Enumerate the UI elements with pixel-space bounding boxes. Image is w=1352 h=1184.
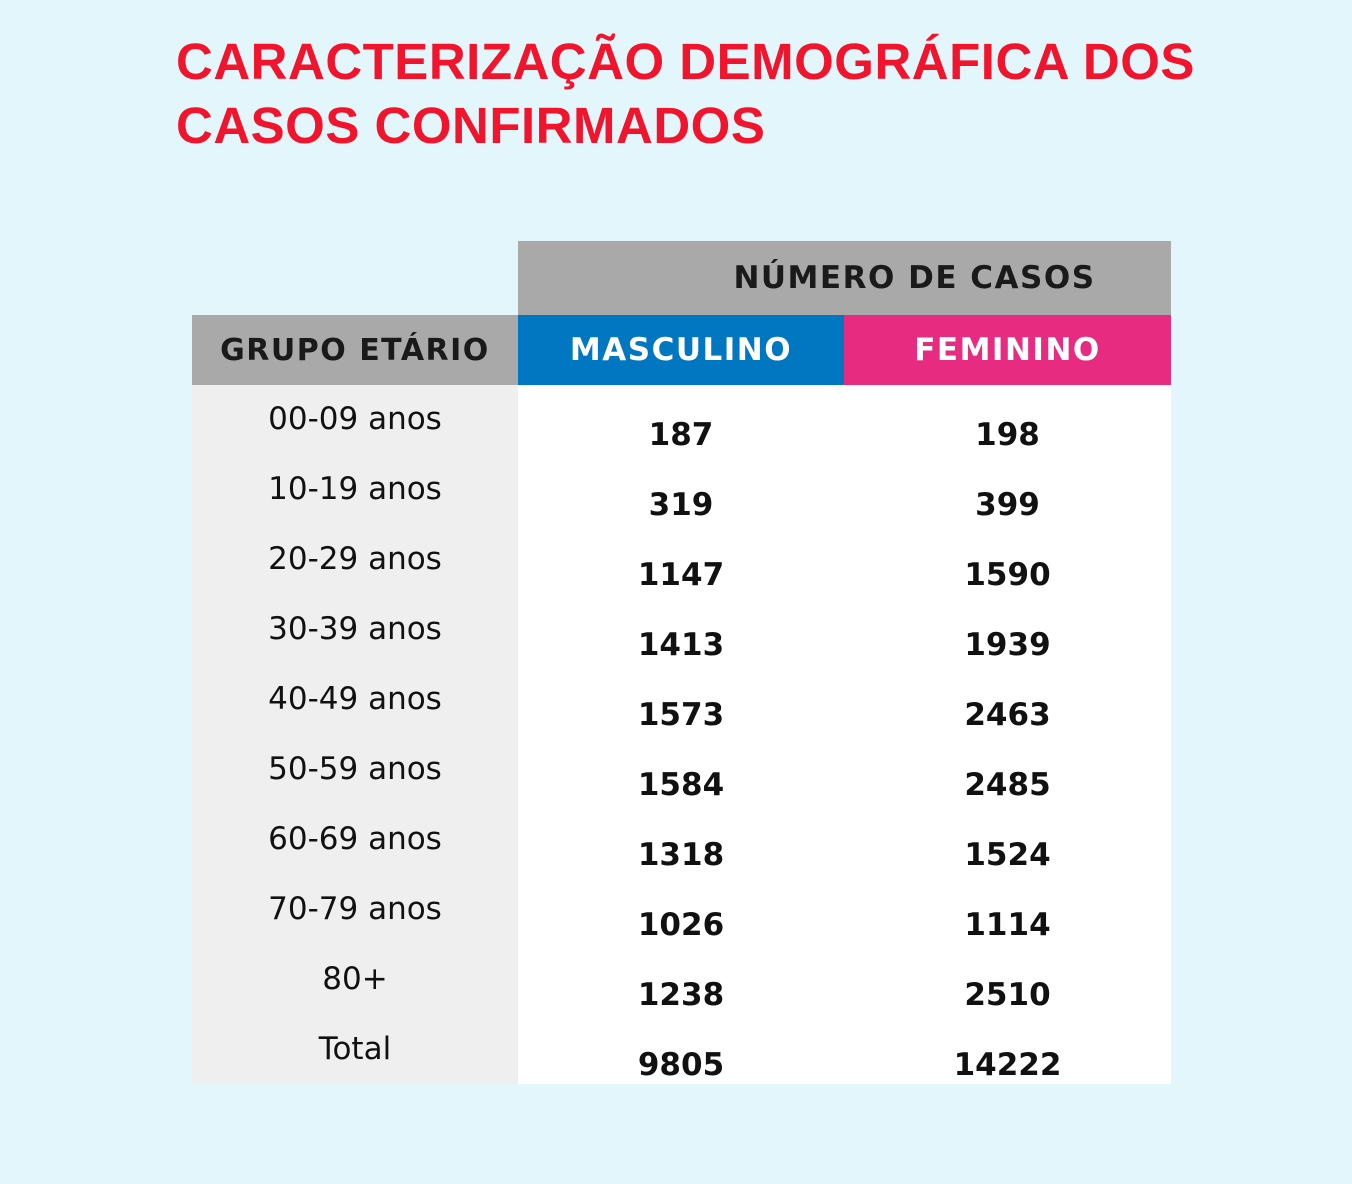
cell-masculino: 187 [648, 417, 714, 453]
cell-feminino: 2510 [964, 977, 1051, 1013]
grupo-column-background [192, 385, 518, 1084]
cell-feminino: 14222 [953, 1047, 1062, 1083]
table-row: 80+ 1238 2510 [192, 961, 1171, 1031]
cell-masculino: 1026 [637, 907, 725, 943]
values-column-background [518, 385, 1171, 1084]
cell-masculino: 1413 [637, 627, 725, 663]
cell-grupo-etario: 00-09 anos [268, 401, 442, 437]
cell-grupo-etario: 60-69 anos [268, 821, 442, 857]
cell-grupo-etario: 50-59 anos [268, 751, 442, 787]
demographics-table: NÚMERO DE CASOS GRUPO ETÁRIO MASCULINO F… [192, 241, 1171, 1084]
page-title: CARACTERIZAÇÃO DEMOGRÁFICA DOS CASOS CON… [176, 33, 1195, 154]
header-feminino: FEMININO [844, 315, 1171, 385]
cell-feminino: 399 [975, 487, 1040, 523]
cell-feminino: 2485 [964, 767, 1051, 803]
cell-feminino: 1939 [964, 627, 1051, 663]
table-row: 70-79 anos 1026 1114 [192, 891, 1171, 961]
cell-grupo-etario: Total [318, 1031, 392, 1067]
cell-masculino: 1584 [637, 767, 725, 803]
table-row: 30-39 anos 1413 1939 [192, 611, 1171, 681]
cell-feminino: 198 [975, 417, 1040, 453]
header-masculino: MASCULINO [518, 315, 844, 385]
cell-masculino: 1147 [637, 557, 725, 593]
table-row: 40-49 anos 1573 2463 [192, 681, 1171, 751]
table-row: 50-59 anos 1584 2485 [192, 751, 1171, 821]
cell-masculino: 1318 [637, 837, 725, 873]
cell-grupo-etario: 40-49 anos [268, 681, 442, 717]
cell-grupo-etario: 20-29 anos [268, 541, 442, 577]
cell-masculino: 1573 [637, 697, 725, 733]
cell-masculino: 319 [648, 487, 714, 523]
cell-feminino: 1590 [964, 557, 1051, 593]
table-row: Total 9805 14222 [192, 1031, 1171, 1101]
cell-grupo-etario: 10-19 anos [268, 471, 442, 507]
table-row: 60-69 anos 1318 1524 [192, 821, 1171, 891]
cell-grupo-etario: 70-79 anos [268, 891, 442, 927]
table-row: 00-09 anos 187 198 [192, 401, 1171, 471]
header-grupo-etario: GRUPO ETÁRIO [192, 315, 518, 385]
table-row: 20-29 anos 1147 1590 [192, 541, 1171, 611]
cell-feminino: 1114 [964, 907, 1051, 943]
cell-masculino: 1238 [637, 977, 725, 1013]
cell-grupo-etario: 80+ [322, 961, 388, 997]
cell-feminino: 1524 [964, 837, 1051, 873]
cell-masculino: 9805 [637, 1047, 725, 1083]
header-numero-de-casos: NÚMERO DE CASOS [518, 241, 1171, 315]
cell-grupo-etario: 30-39 anos [268, 611, 442, 647]
table-row: 10-19 anos 319 399 [192, 471, 1171, 541]
cell-feminino: 2463 [964, 697, 1051, 733]
